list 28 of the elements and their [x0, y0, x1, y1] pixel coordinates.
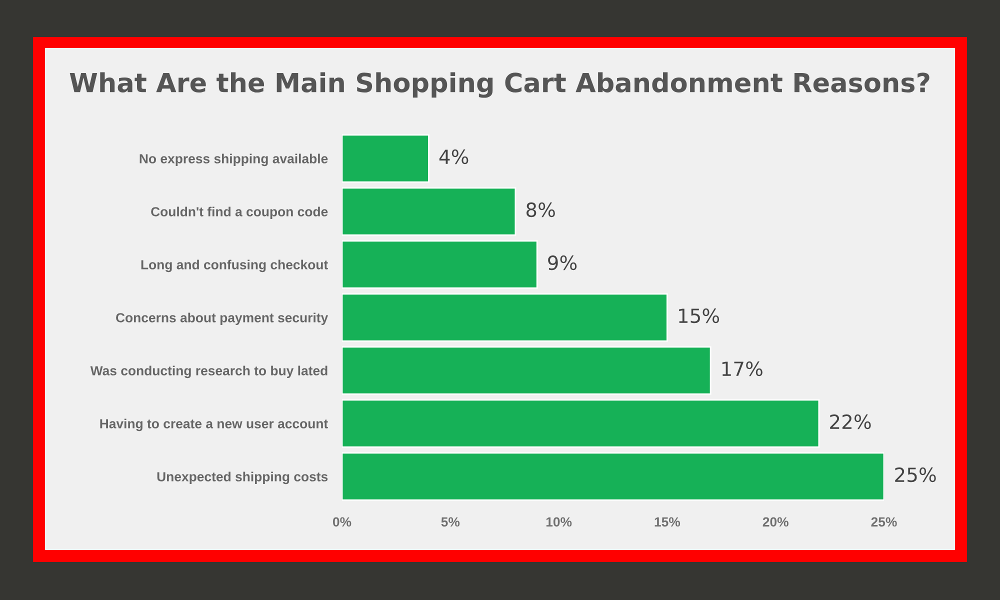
bar [342, 293, 668, 342]
y-tick-label: Long and confusing checkout [141, 260, 328, 272]
y-tick-label: Was conducting research to buy lated [90, 366, 328, 378]
data-label: 4% [439, 149, 468, 164]
data-label: 9% [548, 255, 577, 270]
data-label: 22% [830, 414, 871, 430]
y-tick-label: Concerns about payment security [116, 312, 328, 326]
x-tick-label: 10% [546, 517, 572, 527]
data-label: 17% [722, 361, 762, 376]
x-tick-label: 15% [654, 517, 680, 527]
bar [342, 399, 820, 448]
data-label: 8% [526, 202, 555, 218]
x-tick-label: 5% [441, 517, 460, 527]
y-tick-label: Having to create a new user account [100, 418, 328, 432]
bar [342, 452, 884, 501]
bar [342, 134, 430, 183]
bar [342, 240, 538, 289]
x-tick-label: 20% [762, 517, 788, 527]
x-tick-label: 0% [332, 517, 352, 527]
y-tick-label: Unexpected shipping costs [157, 472, 328, 484]
y-tick-label: No express shipping available [140, 154, 328, 166]
data-label: 25% [895, 467, 936, 482]
x-tick-label: 25% [871, 517, 897, 527]
bar [342, 187, 516, 236]
bar [342, 346, 712, 395]
data-label: 15% [679, 308, 720, 324]
y-tick-label: Couldn't find a coupon code [151, 206, 328, 220]
chart-title: What Are the Main Shopping Cart Abandonment Reasons? [70, 72, 930, 98]
